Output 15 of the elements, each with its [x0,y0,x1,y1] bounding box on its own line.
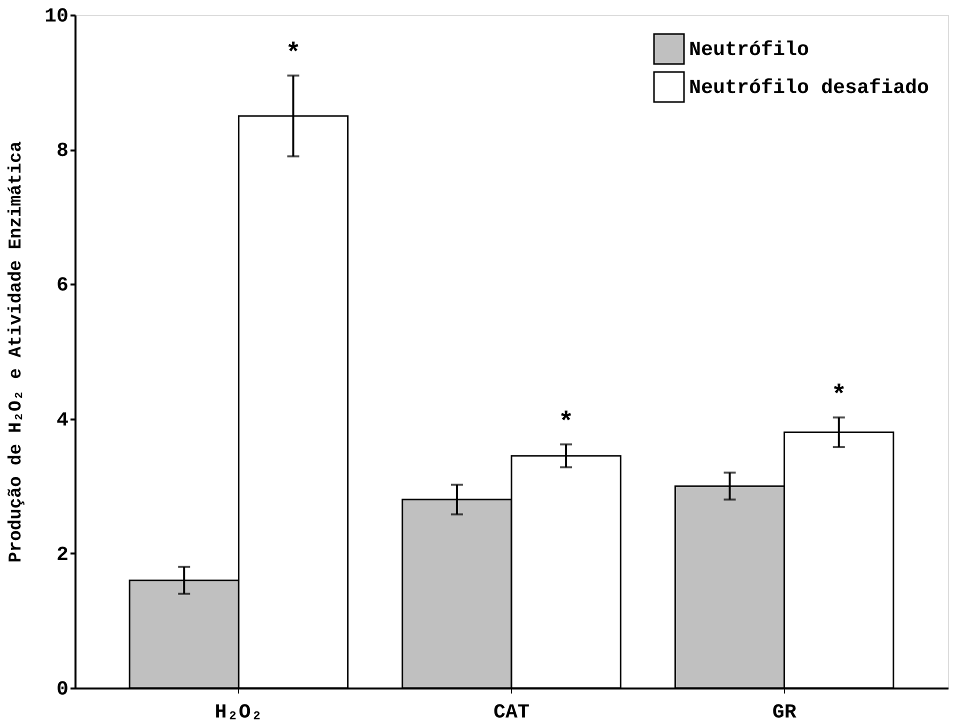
legend-label: Neutrófilo desafiado [689,77,930,100]
x-tick-label: H₂O₂ [214,702,263,724]
y-tick-label: 2 [56,544,68,567]
annotation: * [831,380,847,410]
y-tick-label: 0 [56,678,68,702]
annotation: * [558,407,574,438]
legend-label: Neutrófilo [689,39,810,62]
x-tick-label: CAT [493,702,530,724]
y-tick-label: 10 [44,6,68,28]
y-tick-label: 4 [56,409,68,432]
y-axis-title: Produção de H₂O₂ e Atividade Enzimática [6,141,26,563]
y-tick-label: 6 [56,274,68,298]
x-tick-label: GR [772,702,796,724]
y-tick-label: 8 [56,140,68,164]
annotation: * [285,38,302,69]
